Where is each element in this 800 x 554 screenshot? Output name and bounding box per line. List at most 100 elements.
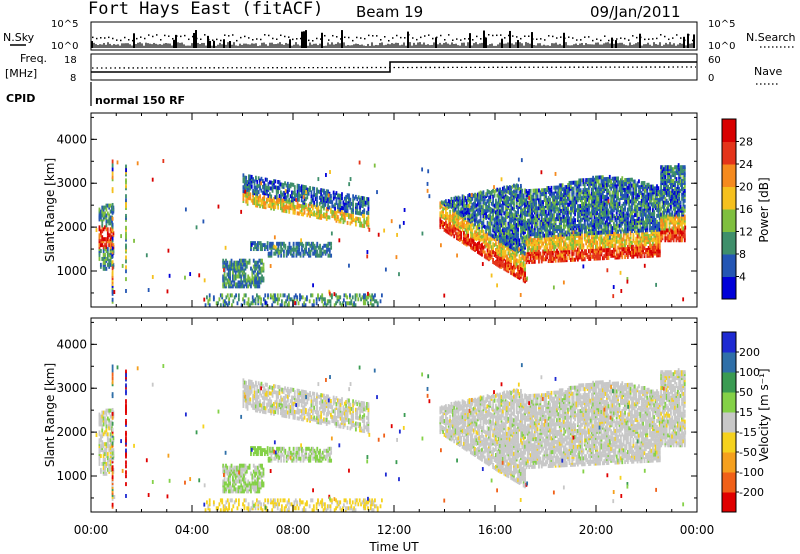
power-cell: [485, 233, 488, 238]
power-cell: [286, 199, 289, 204]
power-cell: [259, 194, 261, 199]
power-cell: [492, 258, 495, 262]
power-cell: [599, 230, 601, 235]
noise-search-sample: [324, 34, 326, 37]
power-cell: [481, 221, 483, 226]
power-cell: [243, 268, 245, 273]
power-cell: [275, 193, 278, 198]
power-cell: [488, 221, 490, 226]
power-cell: [265, 245, 268, 250]
power-cell: [553, 227, 556, 232]
noise-search-sample: [464, 38, 466, 40]
power-cell: [611, 212, 614, 217]
power-cell: [603, 244, 606, 249]
power-cell: [286, 205, 289, 210]
power-cell: [604, 244, 607, 249]
power-cell: [279, 303, 282, 308]
power-cell: [606, 177, 608, 181]
power-cell: [463, 207, 465, 212]
power-cell: [556, 225, 558, 230]
power-cell: [488, 237, 490, 242]
power-cell: [608, 174, 611, 179]
power-cell: [500, 203, 503, 208]
cpid-value: normal 150 RF: [95, 94, 185, 107]
power-cell: [363, 196, 366, 201]
power-cell: [339, 295, 342, 300]
power-cell: [104, 237, 106, 242]
power-cell: [561, 228, 564, 233]
power-cell: [339, 197, 342, 202]
power-cell: [594, 219, 597, 224]
noise-search-sample: [364, 37, 366, 40]
power-cell: [511, 265, 514, 270]
power-cell: [286, 185, 289, 190]
power-cell: [226, 264, 229, 269]
power-cell: [483, 244, 486, 249]
power-cell: [306, 207, 309, 212]
power-cell: [317, 209, 320, 214]
power-cell: [521, 222, 524, 227]
power-cell: [296, 295, 299, 300]
power-cell: [569, 257, 572, 262]
power-cell: [531, 244, 533, 249]
power-cell: [518, 242, 521, 247]
power-cell: [483, 214, 486, 219]
power-cell: [521, 253, 524, 258]
power-cell: [273, 196, 275, 201]
power-cell: [250, 301, 253, 306]
power-cell: [606, 248, 608, 253]
power-cell: [492, 234, 495, 239]
power-cell: [222, 258, 225, 263]
power-cell: [564, 216, 567, 221]
power-cell: [546, 237, 549, 242]
power-cell: [267, 293, 269, 298]
power-cell: [513, 213, 515, 218]
power-cell: [518, 220, 521, 225]
power-cell: [490, 189, 493, 194]
power-cell: [272, 297, 275, 302]
power-cell: [529, 248, 532, 253]
power-cell: [361, 223, 364, 228]
noise-search-sample: [372, 35, 374, 37]
power-cell: [111, 281, 114, 286]
power-cell: [482, 229, 485, 234]
power-cell: [492, 224, 495, 229]
power-cell: [316, 241, 319, 246]
power-cell: [481, 211, 483, 216]
power-cell: [514, 259, 517, 264]
power-cell: [289, 204, 292, 209]
power-cell: [221, 293, 224, 298]
power-cell: [521, 271, 524, 276]
power-cell: [522, 254, 525, 259]
power-cell: [513, 246, 515, 251]
power-cell: [246, 180, 249, 185]
noise-search-sample: [120, 39, 122, 42]
power-cell: [359, 217, 361, 222]
power-cell: [515, 183, 518, 188]
power-cell: [263, 185, 266, 190]
power-cell: [471, 238, 474, 243]
power-cell: [461, 218, 464, 223]
power-cell: [99, 209, 102, 214]
noise-search-sample: [172, 37, 174, 40]
noise-search-sample: [408, 34, 410, 36]
power-cell: [329, 196, 332, 200]
power-cell: [226, 280, 229, 285]
power-cell: [514, 243, 517, 248]
power-cell: [544, 233, 547, 238]
power-cell: [501, 204, 504, 209]
power-cell: [246, 301, 249, 306]
power-cell: [536, 232, 539, 236]
power-cell: [314, 193, 317, 198]
power-cell: [474, 204, 476, 209]
power-cell: [268, 202, 271, 207]
power-cell: [208, 293, 211, 298]
power-cell: [501, 190, 504, 195]
power-cell: [550, 189, 553, 194]
power-cell: [581, 217, 583, 222]
power-cell: [314, 212, 317, 217]
power-cell: [603, 236, 606, 241]
power-cell: [524, 202, 526, 207]
power-cell: [504, 188, 507, 193]
power-cell: [575, 239, 578, 244]
